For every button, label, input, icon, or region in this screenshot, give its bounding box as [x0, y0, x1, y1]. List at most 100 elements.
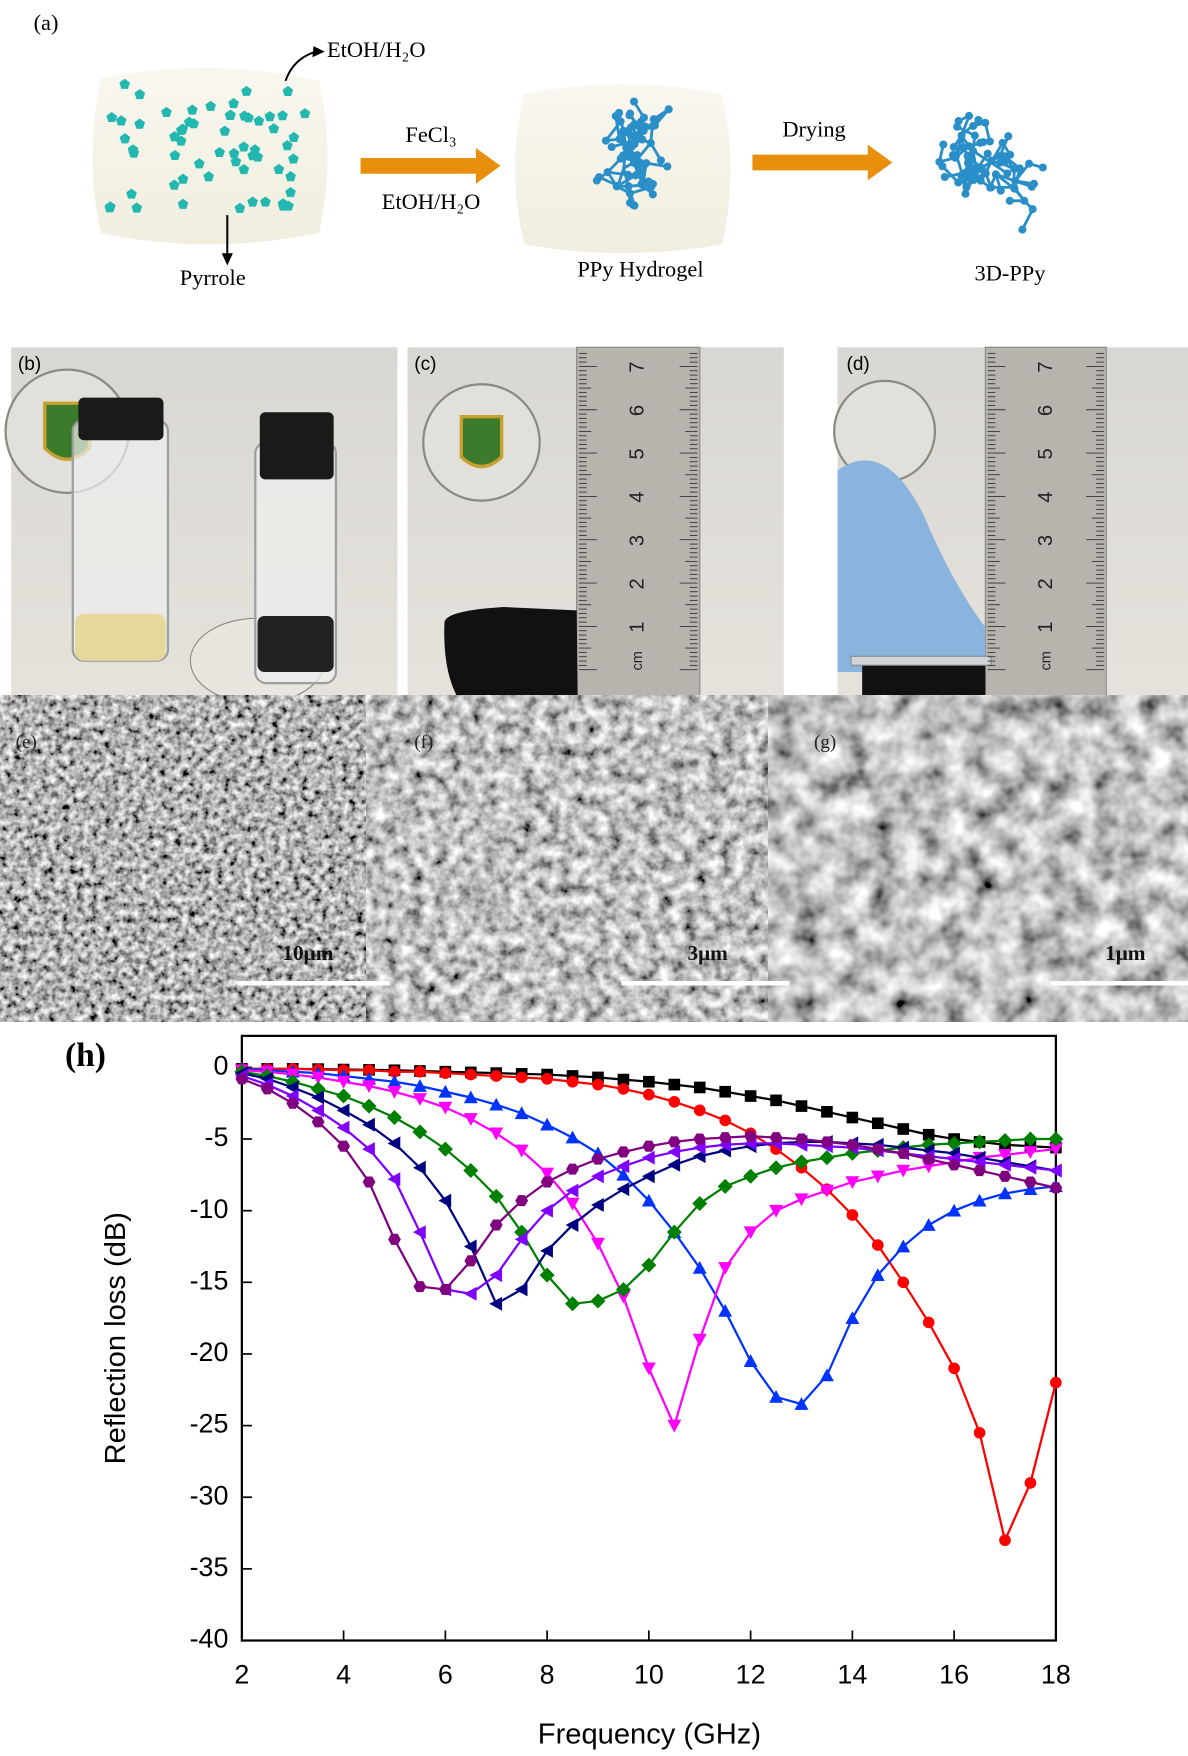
photo-row: (b) (c) (d) 1 2 3 4 5 6 7 cm 1 2 3 4 5 6 7 cm [4, 346, 1188, 714]
data-point [490, 1070, 503, 1082]
y-tick-label: -30 [190, 1480, 229, 1510]
data-point [896, 1147, 910, 1159]
x-tick-label: 12 [736, 1659, 766, 1689]
data-point [514, 1106, 529, 1120]
ruler [984, 346, 1107, 714]
data-point [616, 1167, 631, 1181]
x-tick-label: 2 [234, 1659, 249, 1689]
series-line [241, 1067, 1057, 1406]
data-point [1024, 1477, 1037, 1489]
monomer-dot [285, 187, 296, 198]
data-point [311, 1071, 326, 1085]
polymer-bead [629, 200, 638, 209]
monomer-dot [264, 111, 276, 122]
data-point [998, 1148, 1012, 1162]
data-point [412, 1093, 427, 1106]
ruler-number: 3 [1035, 535, 1057, 546]
data-point [641, 1169, 655, 1184]
y-tick-label: -15 [190, 1265, 229, 1295]
ruler-number: 7 [627, 362, 649, 373]
data-point [668, 1095, 681, 1108]
data-point [846, 1209, 859, 1221]
data-point [464, 1068, 477, 1081]
data-point [718, 1262, 733, 1275]
monomer-dot [186, 104, 198, 115]
polymer-bead [953, 122, 962, 131]
logo-shield [459, 415, 504, 469]
polymer-bead [630, 121, 639, 130]
ruler-number: 5 [627, 448, 649, 459]
data-point [362, 1176, 376, 1188]
monomer-dot [234, 202, 246, 213]
data-point [667, 1136, 681, 1148]
data-point [1048, 1163, 1062, 1178]
photo: (d) [833, 346, 1188, 714]
data-point [463, 1286, 477, 1301]
data-point [998, 1186, 1012, 1200]
data-point [286, 1097, 300, 1109]
data-point [845, 1176, 860, 1189]
arrowhead [221, 253, 233, 266]
monomer-dot [228, 97, 239, 109]
monomer-dot [176, 124, 187, 135]
photo: (b) [4, 347, 398, 714]
data-point [819, 1184, 834, 1198]
ppy-gel [257, 615, 334, 672]
monomer-dot [126, 188, 137, 199]
data-point [515, 1195, 529, 1207]
data-point [921, 1218, 936, 1231]
data-point [896, 1239, 911, 1253]
data-point [336, 1075, 351, 1089]
data-point [743, 1168, 759, 1184]
solvent-label: EtOH/H₂O [327, 37, 426, 62]
data-point [819, 1150, 835, 1166]
data-point [565, 1197, 580, 1211]
panel-label: (h) [65, 1037, 106, 1074]
data-point [844, 1145, 860, 1161]
x-tick-label: 14 [837, 1659, 867, 1689]
data-point [897, 1276, 910, 1289]
sem-row: (e) 10μm (f) 3μm (g) 1μm [7, 722, 1188, 995]
vial-liquid [75, 613, 166, 661]
data-point [363, 1064, 375, 1077]
monomer-dot [282, 85, 294, 97]
data-point [540, 1176, 554, 1188]
y-tick-label: -5 [205, 1122, 229, 1152]
data-point [617, 1146, 630, 1158]
data-point [590, 1293, 606, 1309]
monomer-dot [238, 163, 250, 175]
data-point [437, 1141, 453, 1157]
data-point [794, 1397, 809, 1410]
sem-image [7, 722, 396, 995]
data-point [285, 1074, 301, 1090]
x-tick-label: 18 [1041, 1659, 1071, 1689]
polymer-bead [616, 154, 625, 163]
data-point [591, 1237, 605, 1251]
polymer-bead [1004, 132, 1013, 141]
data-point [514, 1232, 528, 1247]
data-point [946, 1135, 962, 1151]
data-point [616, 1159, 630, 1174]
data-point [1023, 1182, 1038, 1196]
photo: (c) [407, 346, 784, 714]
polymer-bead [987, 156, 996, 165]
data-point [870, 1170, 885, 1184]
polymer-bead [949, 142, 958, 152]
monomer-dot [134, 118, 146, 129]
data-point [922, 1153, 936, 1165]
data-point [413, 1281, 427, 1293]
data-point [591, 1198, 604, 1212]
data-point [464, 1255, 478, 1267]
monomer-dot [115, 115, 127, 126]
polymer-bead [592, 176, 601, 185]
monomer-dot [106, 111, 118, 122]
data-point [896, 1164, 911, 1178]
monomer-dot [131, 202, 143, 213]
data-point [641, 1193, 656, 1207]
monomer-dot [288, 153, 299, 164]
process-arrow [360, 147, 501, 184]
ruler-unit: cm [630, 651, 646, 670]
data-point [947, 1159, 961, 1171]
polymer-bead [629, 97, 639, 106]
data-point [692, 1261, 707, 1274]
